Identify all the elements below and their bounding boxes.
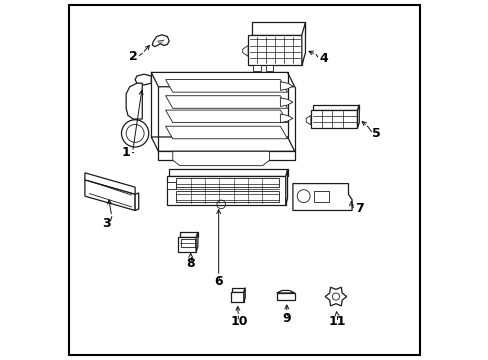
Text: 1: 1 <box>121 145 129 158</box>
Polygon shape <box>312 105 359 110</box>
Polygon shape <box>176 178 278 187</box>
Polygon shape <box>169 169 287 176</box>
Text: 2: 2 <box>129 50 138 63</box>
Polygon shape <box>165 110 287 123</box>
Polygon shape <box>135 193 139 211</box>
Circle shape <box>297 190 309 203</box>
Polygon shape <box>247 35 301 65</box>
Polygon shape <box>285 169 287 205</box>
Polygon shape <box>135 74 151 85</box>
Polygon shape <box>165 96 287 108</box>
Polygon shape <box>85 173 135 194</box>
Polygon shape <box>357 105 359 128</box>
Polygon shape <box>196 232 198 252</box>
Polygon shape <box>126 83 142 119</box>
Polygon shape <box>176 191 278 202</box>
Polygon shape <box>301 22 305 65</box>
Polygon shape <box>151 137 294 151</box>
Polygon shape <box>305 116 310 125</box>
Polygon shape <box>230 292 244 302</box>
Polygon shape <box>251 22 305 35</box>
Polygon shape <box>314 191 328 202</box>
Polygon shape <box>276 291 294 293</box>
Text: 7: 7 <box>354 202 363 215</box>
Polygon shape <box>165 80 287 92</box>
Polygon shape <box>167 176 285 205</box>
Polygon shape <box>325 287 346 306</box>
Polygon shape <box>151 72 294 87</box>
Polygon shape <box>292 184 351 211</box>
Text: 8: 8 <box>186 257 195 270</box>
Polygon shape <box>180 232 198 237</box>
Text: 4: 4 <box>318 51 327 64</box>
Polygon shape <box>167 182 176 189</box>
Text: 11: 11 <box>327 315 345 328</box>
Text: 5: 5 <box>371 127 380 140</box>
Polygon shape <box>152 35 169 46</box>
Text: 3: 3 <box>102 216 110 230</box>
Polygon shape <box>85 180 135 211</box>
Polygon shape <box>242 45 247 56</box>
Polygon shape <box>280 82 292 90</box>
Polygon shape <box>231 288 244 292</box>
Text: 10: 10 <box>230 315 248 328</box>
Polygon shape <box>158 151 294 160</box>
Polygon shape <box>280 114 292 123</box>
Text: 6: 6 <box>214 275 223 288</box>
Polygon shape <box>265 65 273 71</box>
Polygon shape <box>253 65 260 71</box>
Text: 9: 9 <box>282 311 290 325</box>
Polygon shape <box>172 151 269 166</box>
Polygon shape <box>178 237 196 252</box>
Polygon shape <box>165 126 287 139</box>
Polygon shape <box>280 98 292 107</box>
Polygon shape <box>276 293 294 300</box>
Polygon shape <box>310 110 357 128</box>
